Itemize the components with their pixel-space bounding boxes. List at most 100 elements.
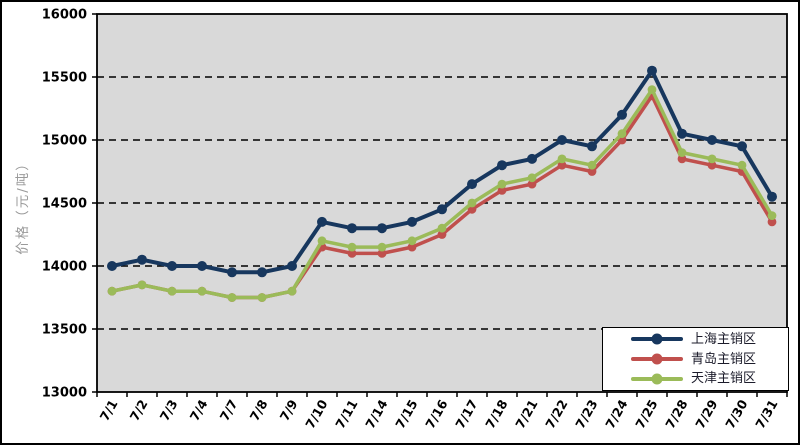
data-point: [647, 65, 657, 76]
y-tick-label: 13500: [42, 323, 87, 338]
data-point: [737, 160, 747, 170]
data-point: [707, 154, 717, 164]
data-point: [587, 141, 597, 152]
data-point: [767, 191, 777, 202]
data-point: [407, 236, 417, 246]
y-tick-label: 15000: [42, 134, 87, 149]
x-tick-label: 7/29: [692, 397, 720, 431]
x-tick-label: 7/24: [602, 397, 630, 431]
x-tick-label: 7/30: [722, 397, 750, 431]
data-point: [767, 211, 777, 221]
y-tick-label: 14500: [42, 197, 87, 212]
y-tick-label: 14000: [42, 260, 87, 275]
data-point: [437, 204, 447, 215]
x-tick-label: 7/18: [482, 397, 510, 431]
data-point: [257, 267, 267, 278]
data-point: [767, 217, 777, 227]
data-point: [677, 148, 687, 158]
data-point: [317, 216, 327, 227]
x-tick-label: 7/8: [247, 397, 271, 424]
data-point: [557, 154, 567, 164]
legend-dot-icon: [651, 373, 663, 385]
x-tick-label: 7/10: [302, 397, 330, 431]
data-point: [377, 242, 387, 252]
data-point: [617, 129, 627, 139]
data-point: [587, 160, 597, 170]
legend-label: 青岛主销区: [691, 351, 757, 367]
x-tick-label: 7/23: [572, 397, 600, 431]
x-tick-label: 7/15: [392, 397, 420, 431]
data-point: [557, 160, 567, 170]
x-tick-label: 7/11: [332, 397, 360, 431]
x-tick-label: 7/21: [512, 397, 540, 431]
legend-line-marker-icon: [631, 353, 683, 365]
data-point: [527, 173, 537, 183]
data-point: [557, 135, 567, 145]
x-tick-label: 7/9: [277, 397, 301, 424]
x-tick-label: 7/4: [187, 397, 211, 424]
data-point: [467, 198, 477, 208]
x-tick-label: 7/16: [422, 397, 450, 431]
x-tick-label: 7/14: [362, 397, 390, 431]
data-point: [617, 109, 627, 120]
data-point: [227, 293, 237, 302]
data-point: [287, 286, 297, 296]
data-point: [167, 286, 177, 296]
x-tick-label: 7/31: [752, 397, 780, 431]
data-point: [527, 179, 537, 189]
x-tick-label: 7/1: [97, 397, 121, 424]
y-axis-title: 价格（元/吨）: [15, 155, 31, 255]
data-point: [407, 216, 417, 227]
data-point: [347, 223, 357, 234]
x-tick-label: 7/7: [217, 397, 241, 424]
legend-line-marker-icon: [631, 373, 683, 385]
x-tick-label: 7/25: [632, 397, 660, 431]
data-point: [377, 223, 387, 234]
legend-dot-icon: [651, 353, 663, 365]
data-point: [257, 293, 267, 302]
x-tick-label: 7/2: [127, 397, 151, 424]
data-point: [647, 85, 657, 94]
data-point: [197, 286, 207, 296]
legend: 上海主销区 青岛主销区 天津主销区: [602, 327, 789, 391]
y-tick-label: 16000: [42, 8, 87, 23]
data-point: [497, 160, 507, 171]
x-tick-label: 7/22: [542, 397, 570, 431]
data-point: [677, 128, 687, 139]
data-point: [287, 261, 297, 271]
data-point: [707, 135, 717, 145]
x-tick-label: 7/3: [157, 397, 181, 424]
data-point: [107, 261, 117, 271]
data-point: [407, 242, 417, 252]
data-point: [137, 254, 147, 265]
data-point: [317, 236, 327, 246]
x-tick-label: 7/28: [662, 397, 690, 431]
data-point: [527, 153, 537, 164]
data-point: [377, 249, 387, 258]
y-tick-label: 15500: [42, 71, 87, 86]
legend-entry-tianjin: 天津主销区: [631, 370, 788, 387]
data-point: [347, 242, 357, 252]
data-point: [497, 179, 507, 189]
legend-label: 天津主销区: [691, 371, 757, 387]
legend-entry-shanghai: 上海主销区: [631, 331, 788, 348]
legend-label: 上海主销区: [691, 331, 757, 347]
data-point: [437, 230, 447, 239]
data-point: [107, 286, 117, 296]
data-point: [167, 261, 177, 271]
y-tick-label: 13000: [42, 386, 87, 401]
x-tick-label: 7/17: [452, 397, 480, 431]
data-point: [437, 223, 447, 233]
data-point: [677, 154, 687, 164]
legend-dot-icon: [651, 333, 663, 345]
data-point: [467, 179, 477, 190]
data-point: [587, 167, 597, 176]
data-point: [497, 186, 507, 195]
legend-entry-qingdao: 青岛主销区: [631, 351, 788, 368]
legend-line-marker-icon: [631, 333, 683, 345]
data-point: [227, 267, 237, 278]
data-point: [137, 280, 147, 290]
data-point: [707, 160, 717, 170]
